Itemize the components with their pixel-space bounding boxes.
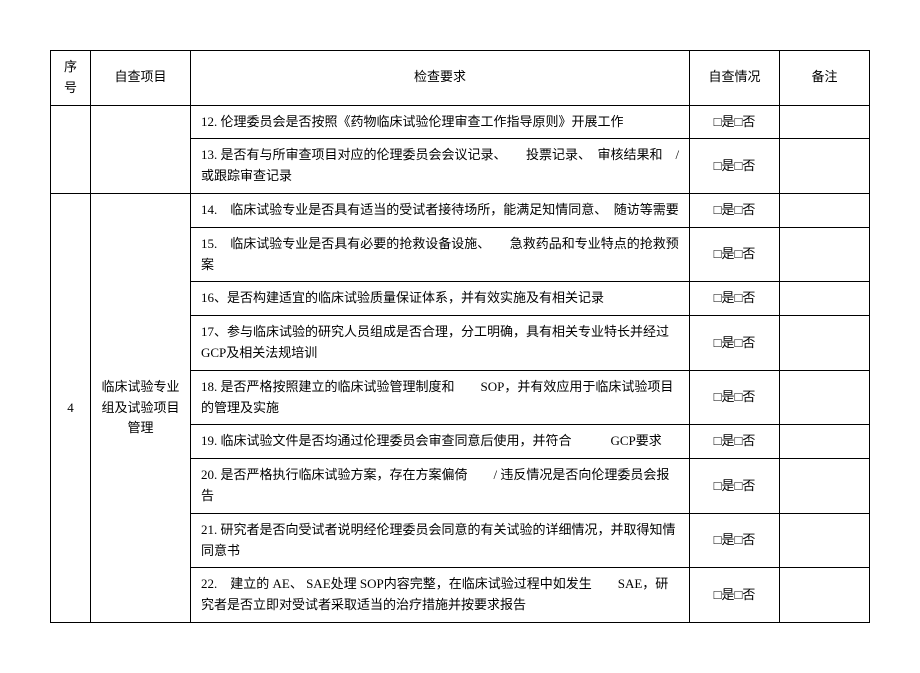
note-cell bbox=[780, 425, 870, 459]
req-cell: 16、是否构建适宜的临床试验质量保证体系，并有效实施及有相关记录 bbox=[191, 282, 690, 316]
note-cell bbox=[780, 513, 870, 568]
status-cell: □是□否 bbox=[690, 370, 780, 425]
req-cell: 12. 伦理委员会是否按照《药物临床试验伦理审查工作指导原则》开展工作 bbox=[191, 105, 690, 139]
header-req: 检查要求 bbox=[191, 51, 690, 106]
note-cell bbox=[780, 316, 870, 371]
status-cell: □是□否 bbox=[690, 139, 780, 194]
seq-cell-empty bbox=[51, 105, 91, 193]
status-cell: □是□否 bbox=[690, 459, 780, 514]
req-cell: 20. 是否严格执行临床试验方案，存在方案偏倚 / 违反情况是否向伦理委员会报告 bbox=[191, 459, 690, 514]
note-cell bbox=[780, 105, 870, 139]
req-cell: 19. 临床试验文件是否均通过伦理委员会审查同意后使用，并符合 GCP要求 bbox=[191, 425, 690, 459]
req-cell: 21. 研究者是否向受试者说明经伦理委员会同意的有关试验的详细情况，并取得知情同… bbox=[191, 513, 690, 568]
req-cell: 14. 临床试验专业是否具有适当的受试者接待场所，能满足知情同意、 随访等需要 bbox=[191, 193, 690, 227]
req-cell: 22. 建立的 AE、 SAE处理 SOP内容完整，在临床试验过程中如发生 SA… bbox=[191, 568, 690, 623]
note-cell bbox=[780, 370, 870, 425]
table-row: 12. 伦理委员会是否按照《药物临床试验伦理审查工作指导原则》开展工作 □是□否 bbox=[51, 105, 870, 139]
req-cell: 13. 是否有与所审查项目对应的伦理委员会会议记录、 投票记录、 审核结果和 /… bbox=[191, 139, 690, 194]
table-row: 4 临床试验专业组及试验项目管理 14. 临床试验专业是否具有适当的受试者接待场… bbox=[51, 193, 870, 227]
req-cell: 18. 是否严格按照建立的临床试验管理制度和 SOP，并有效应用于临床试验项目的… bbox=[191, 370, 690, 425]
item-cell: 临床试验专业组及试验项目管理 bbox=[91, 193, 191, 622]
req-cell: 17、参与临床试验的研究人员组成是否合理，分工明确，具有相关专业特长并经过GCP… bbox=[191, 316, 690, 371]
inspection-table: 序号 自查项目 检查要求 自查情况 备注 12. 伦理委员会是否按照《药物临床试… bbox=[50, 50, 870, 623]
note-cell bbox=[780, 459, 870, 514]
note-cell bbox=[780, 193, 870, 227]
header-note: 备注 bbox=[780, 51, 870, 106]
status-cell: □是□否 bbox=[690, 227, 780, 282]
status-cell: □是□否 bbox=[690, 425, 780, 459]
status-cell: □是□否 bbox=[690, 568, 780, 623]
note-cell bbox=[780, 568, 870, 623]
item-cell-empty bbox=[91, 105, 191, 193]
header-item: 自查项目 bbox=[91, 51, 191, 106]
table-header-row: 序号 自查项目 检查要求 自查情况 备注 bbox=[51, 51, 870, 106]
status-cell: □是□否 bbox=[690, 513, 780, 568]
note-cell bbox=[780, 282, 870, 316]
header-seq: 序号 bbox=[51, 51, 91, 106]
status-cell: □是□否 bbox=[690, 316, 780, 371]
status-cell: □是□否 bbox=[690, 282, 780, 316]
note-cell bbox=[780, 139, 870, 194]
status-cell: □是□否 bbox=[690, 193, 780, 227]
status-cell: □是□否 bbox=[690, 105, 780, 139]
seq-cell: 4 bbox=[51, 193, 91, 622]
header-status: 自查情况 bbox=[690, 51, 780, 106]
note-cell bbox=[780, 227, 870, 282]
req-cell: 15. 临床试验专业是否具有必要的抢救设备设施、 急救药品和专业特点的抢救预案 bbox=[191, 227, 690, 282]
